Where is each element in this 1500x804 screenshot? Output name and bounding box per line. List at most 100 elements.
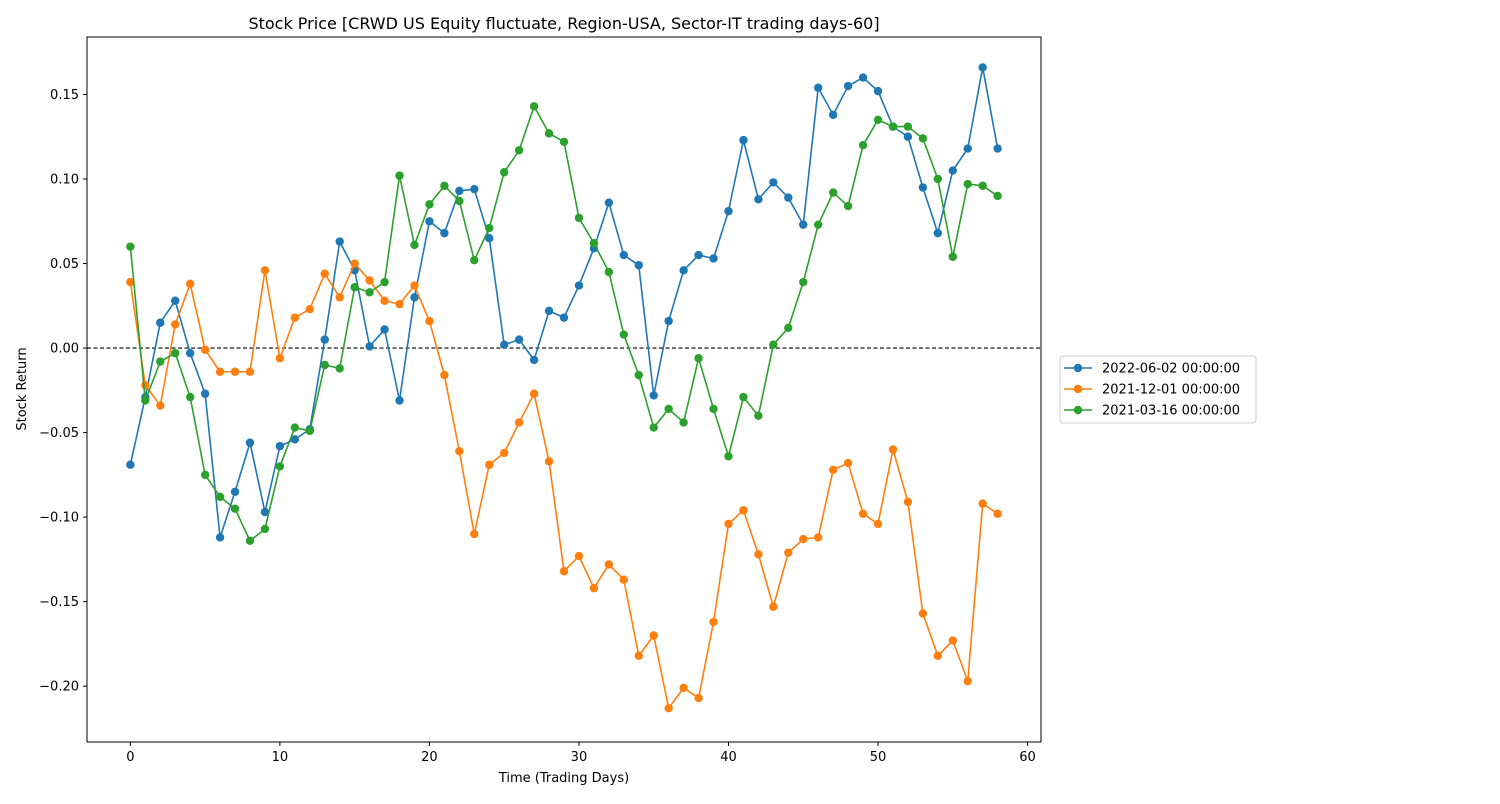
series-3-point <box>843 201 853 211</box>
series-3-point <box>784 323 793 332</box>
series-1-point <box>843 81 853 91</box>
series-2-point <box>380 296 389 305</box>
y-axis-label: Stock Return <box>15 347 30 430</box>
series-2-point <box>470 529 479 539</box>
series-2-point <box>814 533 823 542</box>
series-2-point <box>305 304 314 314</box>
series-1-point <box>200 389 210 398</box>
series-3-point <box>574 213 584 223</box>
series-3 <box>126 102 1002 546</box>
series-1-point <box>993 144 1002 153</box>
x-tick-label: 20 <box>421 750 438 765</box>
series-2-point <box>799 534 808 544</box>
series-2-point <box>350 259 359 268</box>
series-2-point <box>918 609 928 618</box>
series-2-point <box>455 447 464 456</box>
series-1-point <box>604 198 614 207</box>
series-3-point <box>754 411 763 420</box>
series-2-point <box>141 381 150 390</box>
series-3-point <box>529 102 539 111</box>
series-3-point <box>410 240 419 250</box>
series-3-point <box>649 423 658 432</box>
series-1-point <box>514 335 524 344</box>
series-2-point <box>171 320 180 329</box>
y-tick-label: 0.15 <box>50 88 79 103</box>
series-2-point <box>649 631 658 640</box>
series-3-point <box>933 174 943 184</box>
series-3-point <box>769 340 778 349</box>
series-3-point <box>230 504 240 513</box>
series-1-point <box>664 316 673 326</box>
series-1-point <box>365 342 374 351</box>
series-3-point <box>455 196 464 206</box>
series-2-point <box>514 418 524 427</box>
series-2-point <box>784 548 793 557</box>
series-3-point <box>873 115 883 125</box>
series-3-point <box>724 452 733 461</box>
series-1-point <box>320 335 329 344</box>
series-1-point <box>455 186 464 196</box>
series-2-point <box>873 519 883 529</box>
series-2-point <box>709 617 718 627</box>
series-2-point <box>858 509 868 518</box>
series-2-point <box>679 683 688 693</box>
series-1-point <box>230 487 240 496</box>
series-3-point <box>215 492 225 502</box>
series-3-point <box>126 242 135 251</box>
x-tick-label: 10 <box>272 750 289 765</box>
series-3-point <box>380 277 389 287</box>
series-1-point <box>335 237 344 246</box>
y-tick-label: −0.15 <box>39 595 79 610</box>
series-1-point <box>260 507 270 517</box>
series-3-point <box>679 418 688 427</box>
series-2-point <box>604 560 614 569</box>
y-tick-label: 0.10 <box>50 173 79 188</box>
series-3-point <box>320 360 329 370</box>
series-3-point <box>739 392 748 402</box>
legend-label-2: 2021-12-01 00:00:00 <box>1102 383 1240 398</box>
series-1-point <box>425 217 434 226</box>
series-2-point <box>260 266 270 275</box>
series-2-point <box>544 457 554 466</box>
x-tick-label: 40 <box>720 750 737 765</box>
series-1-point <box>858 73 868 82</box>
series-2-point <box>634 651 643 660</box>
series-3-line <box>129 105 999 542</box>
series-1-point <box>499 340 509 349</box>
series-3-point <box>544 129 554 138</box>
series-3-point <box>305 426 314 436</box>
legend-label-1: 2022-06-02 00:00:00 <box>1102 362 1240 377</box>
series-2-point <box>843 458 853 468</box>
series-2-point <box>948 636 957 645</box>
series-3-point <box>290 423 300 432</box>
plot-area <box>87 63 1041 713</box>
series-1-point <box>156 318 165 327</box>
legend-marker-2 <box>1073 384 1083 394</box>
series-1-point <box>769 178 778 187</box>
series-1-point <box>185 348 195 358</box>
series-2-point <box>619 575 629 584</box>
series-1-point <box>933 228 943 238</box>
series-1-point <box>679 266 688 275</box>
series-3-point <box>559 137 569 147</box>
series-3-point <box>470 255 479 265</box>
series-2-line <box>129 262 999 709</box>
series-3-point <box>709 404 718 414</box>
series-2-point <box>769 602 778 611</box>
series-1-point <box>814 83 823 92</box>
axes: 0 10 20 30 40 50 60 −0.20 −0.15 −0.10 −0.05 0.00 0.0… <box>39 36 1042 765</box>
series-2-point <box>724 519 733 529</box>
legend-label-3: 2021-03-16 00:00:00 <box>1102 404 1240 419</box>
series-1-point <box>380 325 389 334</box>
series-3-point <box>664 404 673 414</box>
series-3-point <box>156 357 165 366</box>
series-2-point <box>395 299 404 309</box>
series-2-point <box>589 583 599 593</box>
series-3-point <box>888 122 898 131</box>
series-3-point <box>245 536 255 546</box>
x-tick-label: 0 <box>126 750 134 765</box>
series-1-point <box>948 166 957 175</box>
series-3-point <box>828 188 838 197</box>
x-tick-label: 60 <box>1019 750 1036 765</box>
